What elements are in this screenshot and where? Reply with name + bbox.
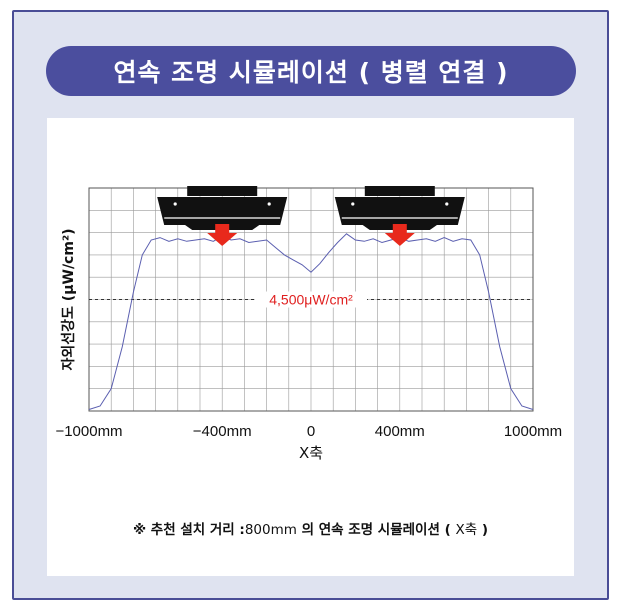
x-axis-label: X축 — [299, 444, 323, 462]
note-prefix: ※ 추천 설치 거리 : — [132, 522, 245, 538]
chart-panel — [47, 118, 574, 576]
recommendation-note: ※ 추천 설치 거리 :800mm 의 연속 조명 시뮬레이션 ( X축 ) — [47, 518, 574, 538]
arrow-down-icon — [384, 224, 415, 246]
threshold-label: 4,500μW/cm² — [269, 292, 353, 308]
note-middle: 의 연속 조명 시뮬레이션 ( — [296, 522, 456, 538]
x-tick-labels: −1000mm −400mm 0 400mm 1000mm — [55, 423, 562, 440]
lamp-icons — [157, 186, 465, 246]
note-axis: X축 — [455, 522, 478, 538]
arrow-down-icon — [207, 224, 238, 246]
note-distance: 800mm — [244, 522, 297, 538]
x-tick-label: 400mm — [375, 423, 425, 440]
series-line — [88, 233, 534, 410]
x-tick-label: 1000mm — [504, 423, 562, 440]
x-tick-label: −400mm — [193, 423, 252, 440]
x-tick-label: 0 — [307, 423, 315, 440]
note-suffix: ) — [477, 522, 489, 538]
x-tick-label: −1000mm — [55, 423, 122, 440]
threshold-label-background — [255, 291, 367, 308]
uv-lamp-icon — [157, 186, 288, 230]
y-axis-label: 자외선강도 (μW/cm²) — [60, 229, 77, 371]
uv-lamp-icon — [334, 186, 465, 230]
page-title: 연속 조명 시뮬레이션 ( 병렬 연결 ) — [46, 46, 576, 96]
